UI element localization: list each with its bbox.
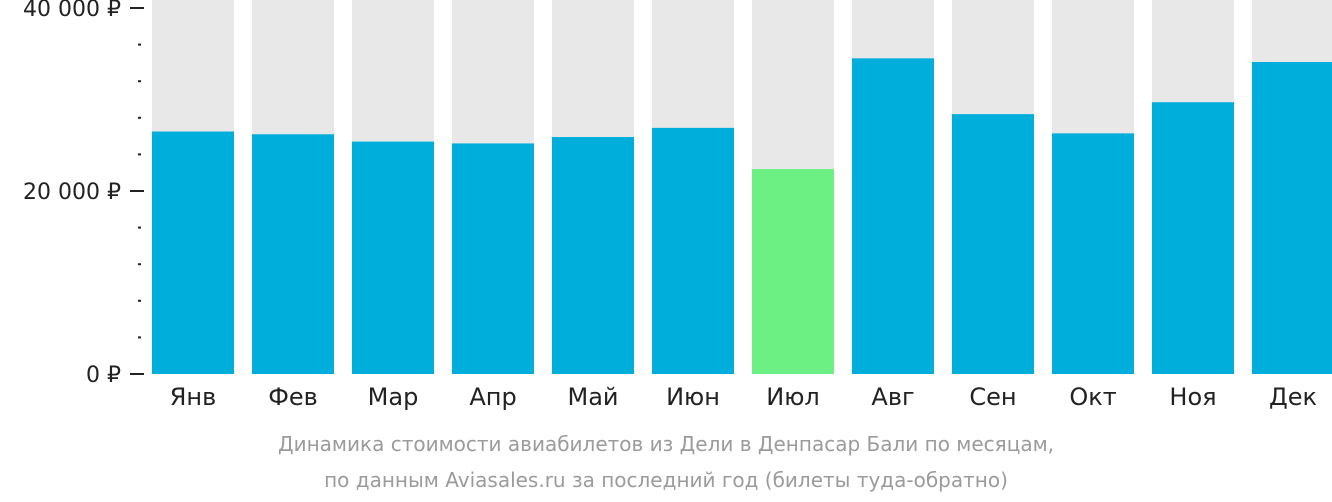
value-bars (152, 58, 1332, 375)
y-tick-label: 0 ₽ (86, 363, 121, 388)
x-axis-labels: Янв Фев Мар Апр Май Июн Июл Авг Сен Окт Ноя Дек (170, 383, 1317, 411)
bar-10 (1052, 133, 1134, 374)
bar-7 (752, 169, 834, 374)
bar-11 (1152, 102, 1234, 375)
y-axis: 0 ₽ 20 000 ₽ 40 000 ₽ (23, 0, 144, 388)
x-tick-label: Ноя (1169, 383, 1216, 411)
x-tick-label: Авг (871, 383, 914, 411)
bar-12 (1252, 61, 1332, 375)
caption-line-2: по данным Aviasales.ru за последний год … (324, 468, 1008, 492)
bar-4 (452, 143, 534, 374)
bar-6 (652, 127, 734, 375)
y-tick-label: 20 000 ₽ (23, 180, 121, 205)
bar-8 (852, 58, 934, 374)
price-bar-chart: 0 ₽ 20 000 ₽ 40 000 ₽ Янв Фев Мар Апр Май Июн Ию… (23, 0, 1332, 411)
x-tick-label: Июн (666, 383, 720, 411)
x-tick-label: Янв (170, 383, 217, 411)
y-tick-label: 40 000 ₽ (23, 0, 121, 22)
bar-9 (952, 114, 1034, 374)
x-tick-label: Сен (969, 383, 1016, 411)
x-tick-label: Дек (1269, 383, 1317, 411)
x-tick-label: Май (567, 383, 618, 411)
caption-line-1: Динамика стоимости авиабилетов из Дели в… (277, 432, 1055, 456)
bar-2 (252, 134, 334, 374)
x-tick-label: Мар (368, 383, 419, 411)
bar-5 (552, 137, 634, 374)
x-tick-label: Апр (469, 383, 516, 411)
x-tick-label: Окт (1069, 383, 1116, 411)
x-tick-label: Фев (268, 383, 318, 411)
bar-1 (152, 131, 234, 374)
x-tick-label: Июл (766, 383, 820, 411)
bar-3 (352, 141, 434, 374)
